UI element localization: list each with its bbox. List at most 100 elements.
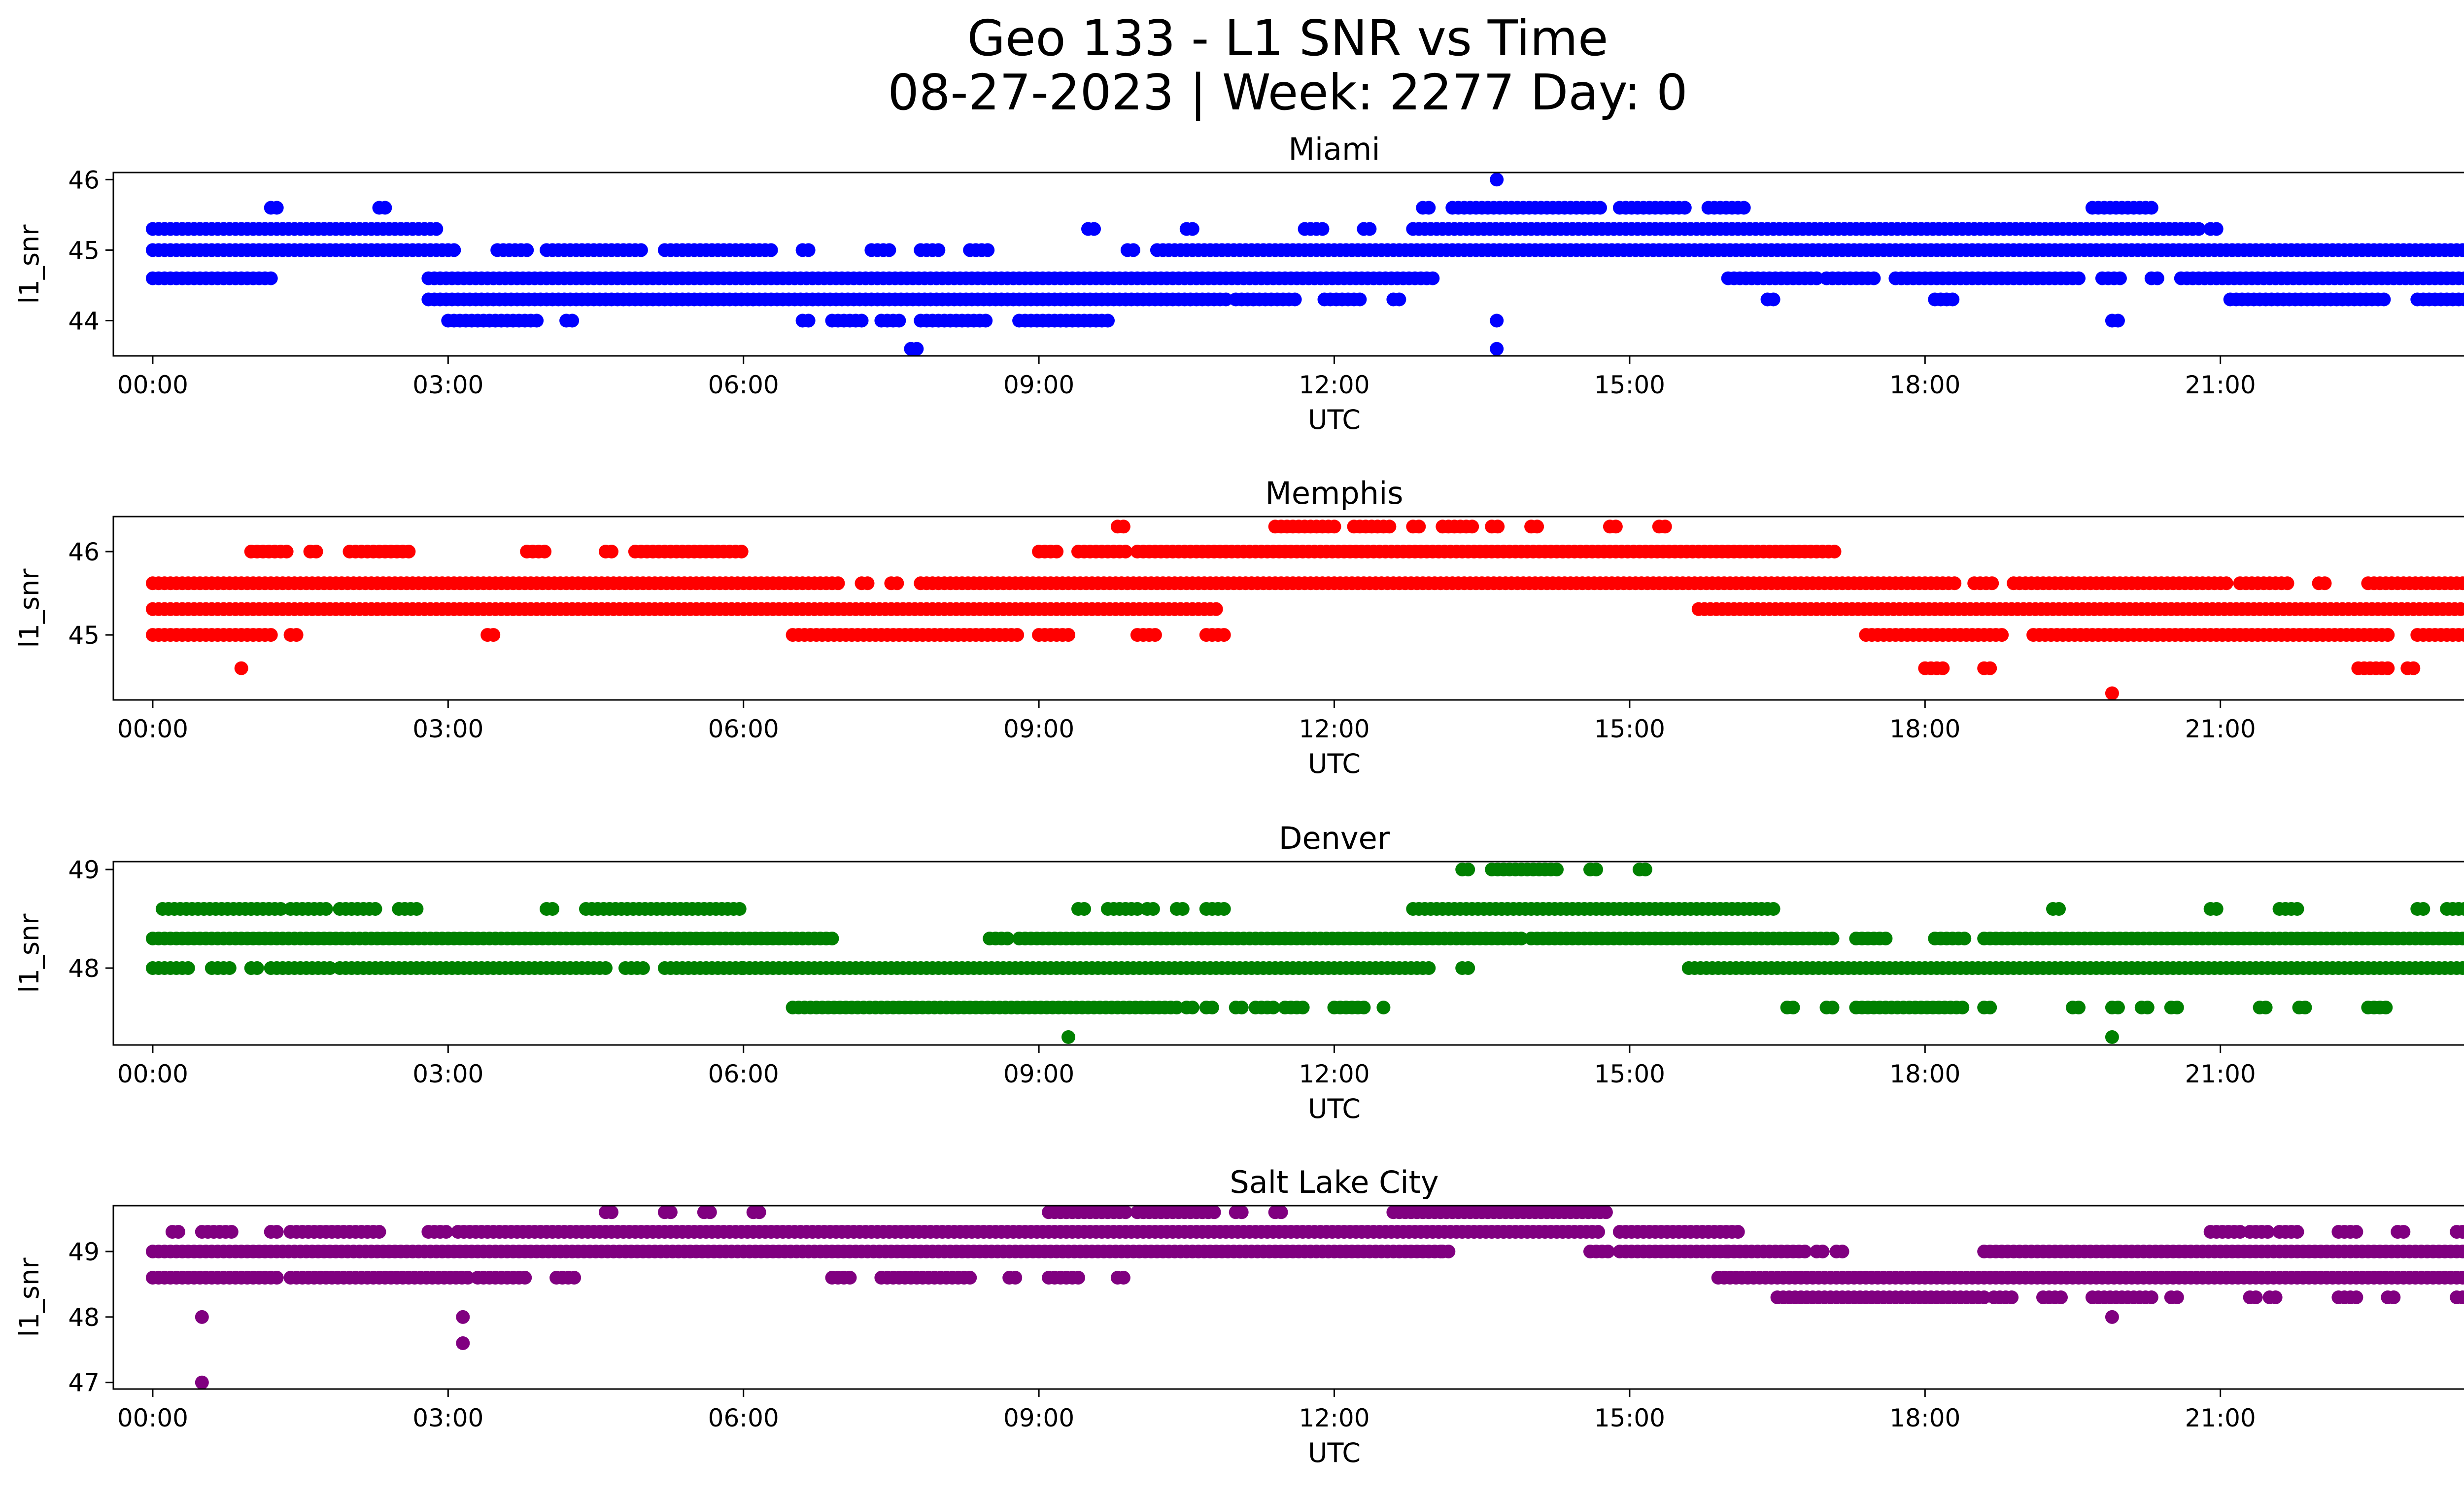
x-tick-label: 21:00 [2185, 1060, 2256, 1088]
data-point [1116, 520, 1130, 534]
y-tick-label: 45 [68, 236, 100, 265]
data-point [1412, 520, 1426, 534]
data-point [1599, 1205, 1613, 1219]
data-point [1835, 1245, 1849, 1258]
data-point [1146, 902, 1160, 916]
data-point [1514, 932, 1529, 945]
subplot-title: Memphis [1265, 475, 1403, 511]
data-point [1815, 1245, 1830, 1258]
data-point [368, 902, 382, 916]
data-point [1126, 243, 1140, 257]
x-tick-label: 18:00 [1889, 371, 1960, 399]
data-point [2111, 313, 2125, 328]
data-points [145, 1205, 2464, 1390]
y-tick-label: 44 [68, 307, 100, 335]
data-point [1363, 222, 1377, 236]
x-tick-label: 03:00 [412, 1404, 483, 1432]
data-point [2462, 1272, 2464, 1283]
data-point [456, 1336, 470, 1350]
data-point [1441, 1245, 1456, 1258]
data-point [520, 243, 534, 257]
data-point [605, 1205, 618, 1219]
data-point [2150, 271, 2164, 285]
data-point [1593, 201, 1607, 215]
subplot-title: Denver [1279, 820, 1390, 856]
data-point [2406, 661, 2421, 675]
data-point [1737, 201, 1751, 215]
y-tick-label: 46 [68, 538, 100, 566]
data-point [1936, 661, 1950, 675]
x-tick-label: 06:00 [708, 1060, 779, 1088]
data-point [2462, 244, 2464, 255]
data-point [1288, 292, 1302, 307]
data-point [1955, 1001, 1970, 1014]
data-point [1315, 222, 1330, 236]
data-point [1957, 932, 1972, 945]
data-point [732, 902, 747, 916]
data-point [402, 545, 416, 558]
data-point [456, 1310, 470, 1324]
x-tick-label: 06:00 [708, 715, 779, 743]
y-tick-label: 48 [68, 954, 100, 983]
data-point [2209, 902, 2224, 916]
data-point [2456, 961, 2464, 975]
data-point [2462, 933, 2464, 944]
x-tick-label: 15:00 [1594, 1060, 1665, 1088]
data-point [224, 1225, 239, 1239]
y-axis-label: l1_snr [14, 224, 45, 304]
x-tick-label: 15:00 [1594, 371, 1665, 399]
data-point [1766, 292, 1780, 307]
data-point [429, 222, 444, 236]
data-point [1118, 545, 1132, 558]
x-tick-label: 12:00 [1299, 715, 1369, 743]
data-point [2233, 1225, 2247, 1239]
data-point [2105, 686, 2119, 700]
data-point [1130, 902, 1144, 916]
data-point [234, 661, 248, 675]
data-point [264, 628, 278, 642]
data-point [2349, 1225, 2363, 1239]
data-point [2462, 578, 2464, 589]
data-point [2113, 271, 2127, 285]
data-point [2458, 292, 2464, 307]
data-point [1266, 1001, 1280, 1014]
data-point [410, 902, 424, 916]
data-point [2377, 292, 2391, 307]
data-point [264, 271, 278, 285]
data-point [663, 1205, 678, 1219]
data-point [1116, 1271, 1130, 1285]
data-point [2140, 1001, 2155, 1014]
data-point [843, 1271, 857, 1285]
data-point [2381, 661, 2395, 675]
data-point [2280, 576, 2294, 591]
data-point [1766, 902, 1780, 916]
x-tick-label: 03:00 [412, 715, 483, 743]
data-point [1169, 1001, 1184, 1014]
data-point [1985, 576, 1999, 591]
data-point [274, 902, 288, 916]
data-point [1601, 1245, 1615, 1258]
data-point [2209, 222, 2224, 236]
data-point [1234, 1001, 1249, 1014]
data-point [1217, 902, 1231, 916]
x-tick-label: 12:00 [1299, 371, 1369, 399]
x-axis-label: UTC [1308, 1437, 1361, 1468]
data-point [1786, 1001, 1800, 1014]
data-point [2290, 902, 2304, 916]
data-point [764, 243, 778, 257]
data-point [2456, 1290, 2464, 1304]
data-point [1234, 1205, 1249, 1219]
data-point [1148, 628, 1162, 642]
data-point [2191, 222, 2206, 236]
subplot-0: Miami 00:00 03:00 06:00 09:00 12:00 15:00 18:00… [14, 131, 2464, 435]
data-point [2260, 1225, 2275, 1239]
data-point [1061, 1030, 1075, 1044]
subplot-3: Salt Lake City 00:00 03:00 06:00 09:00 12:00 1… [14, 1164, 2464, 1468]
data-point [1000, 932, 1015, 945]
data-point [2462, 1226, 2464, 1237]
subplot-title: Salt Lake City [1230, 1164, 1438, 1200]
data-point [1175, 902, 1190, 916]
data-point [447, 243, 461, 257]
data-point [1353, 292, 1367, 307]
